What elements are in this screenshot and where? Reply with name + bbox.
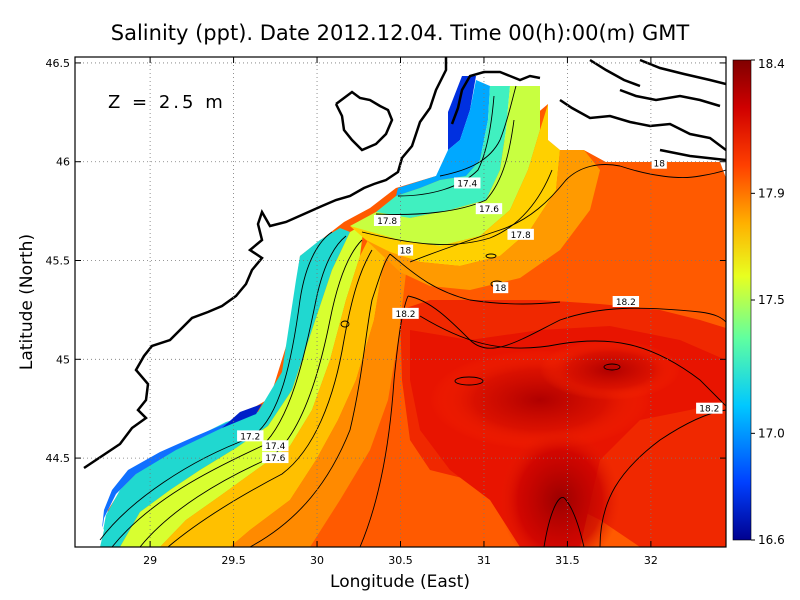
y-axis-label: Latitude (North) [17,234,37,370]
grid-lines [75,57,726,547]
land-mask [75,57,726,547]
contour-label-bg [373,214,401,226]
contour-label: 17.6 [262,452,289,464]
colorbar-tick-label: 17.9 [758,186,785,200]
contour-label-bg [612,296,640,307]
contour-label-bg [392,307,419,319]
contour-label-bg [651,157,667,169]
contour-label: 18.2 [612,296,640,308]
contour-lines [99,85,726,547]
contour-label: 17.8 [373,214,401,227]
contour-label-bg [262,452,289,464]
contour-label-bg [493,282,509,294]
contour-label-bg [475,203,503,215]
contour-label-text: 17.6 [479,205,499,215]
y-tick-label: 45 [56,353,70,366]
contour-label: 18.2 [696,402,723,415]
y-tick-label: 46 [56,156,70,169]
x-tick-label: 31 [477,554,491,567]
contour-label: 18 [651,157,667,170]
x-axis-label: Longitude (East) [330,572,470,592]
y-tick-label: 46.5 [46,57,71,70]
x-tick-label: 30.5 [388,554,413,567]
chart-title: Salinity (ppt). Date 2012.12.04. Time 00… [111,21,690,45]
x-tick-label: 29.5 [221,554,246,567]
contour-label: 17.8 [507,228,534,241]
y-tick-label: 45.5 [46,255,71,268]
contour-label: 18 [493,282,509,294]
contour-label-bg [454,177,481,189]
colorbar-tick-label: 17.5 [758,293,785,307]
x-tick-label: 31.5 [555,554,580,567]
contour-label-text: 18.2 [699,405,719,415]
y-tick-label: 44.5 [46,452,71,465]
contour-label: 17.2 [237,430,264,442]
y-axis-ticks: 44.5 45 45.5 46 46.5 [46,57,726,465]
contour-label-text: 17.4 [265,442,285,452]
contour-label: 17.6 [475,203,503,215]
contour-label-text: 17.6 [265,454,285,464]
contour-label-bg [262,440,289,452]
contour-label-text: 17.8 [511,231,531,241]
contour-label-bg [507,228,534,240]
contour-label-text: 18 [400,247,412,257]
contour-label-text: 18 [495,284,507,294]
coastline [83,57,726,470]
contour-label-text: 18.2 [616,298,636,308]
x-tick-label: 32 [644,554,658,567]
contour-label-bg [237,430,264,442]
contour-label-text: 17.4 [457,179,477,189]
x-axis-ticks: 29 29.5 30 30.5 31 31.5 32 [143,57,658,567]
contour-label-text: 18.2 [395,310,415,320]
contour-label: 18.2 [392,307,419,320]
contour-labels: 17.2 17.4 17.6 17.4 17.6 17.8 17.8 18 18 18.2 18.2… [237,157,723,464]
x-tick-label: 30 [310,554,324,567]
contour-label-bg [696,402,723,414]
colorbar-tick-label: 17.0 [758,426,785,440]
colorbar-tick-label: 18.4 [758,57,785,71]
contour-label-text: 17.2 [240,432,260,442]
contour-label: 17.4 [262,440,289,452]
depth-label: Z = 2.5 m [108,92,226,113]
contour-label-text: 17.8 [377,217,397,227]
contour-label-text: 18 [654,160,666,170]
colorbar-ticks: 18.4 17.9 17.5 17.0 16.6 [751,57,785,547]
colorbar [732,59,752,541]
contour-label-bg [397,244,414,256]
contour-label: 18 [397,244,414,257]
colorbar-tick-label: 16.6 [758,533,785,547]
contour-label: 17.4 [454,177,481,189]
x-tick-label: 29 [143,554,157,567]
